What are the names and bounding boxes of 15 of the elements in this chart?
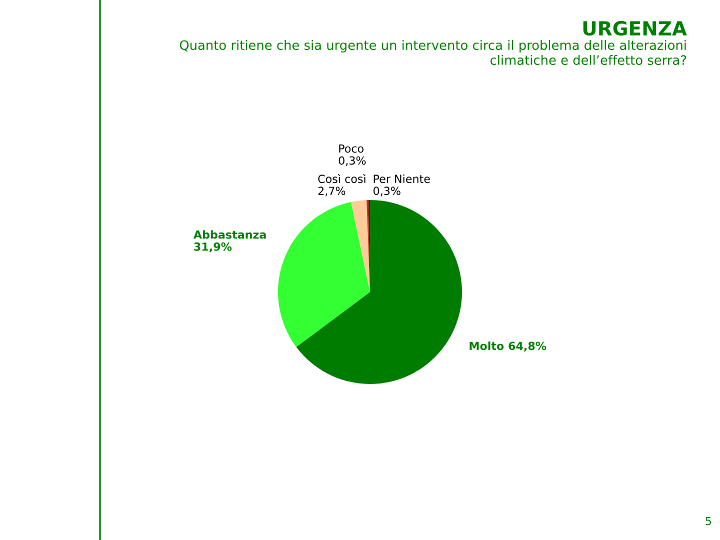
slice-label: Molto 64,8% bbox=[470, 342, 546, 352]
text: 5 bbox=[706, 516, 712, 526]
slice-label: Per Niente bbox=[374, 174, 430, 184]
pie-slice bbox=[351, 200, 370, 292]
chart-subtitle: Quanto ritiene che sia urgente un intervento circa il problema delle alterazioni climatiche e dell’effetto serra? bbox=[180, 40, 686, 65]
data-label: 31,9% bbox=[194, 242, 232, 252]
slice-label: Abbastanza bbox=[193, 230, 266, 239]
slice-label: Poco bbox=[339, 144, 364, 153]
pie-slice bbox=[278, 202, 370, 348]
text: URGENZA bbox=[583, 20, 687, 36]
slice-label: Così così bbox=[318, 174, 366, 184]
data-label: 0,3% bbox=[338, 156, 366, 166]
pie-slice bbox=[296, 200, 462, 384]
data-label: 0,3% bbox=[373, 186, 400, 196]
data-label: 2,7% bbox=[318, 186, 346, 196]
